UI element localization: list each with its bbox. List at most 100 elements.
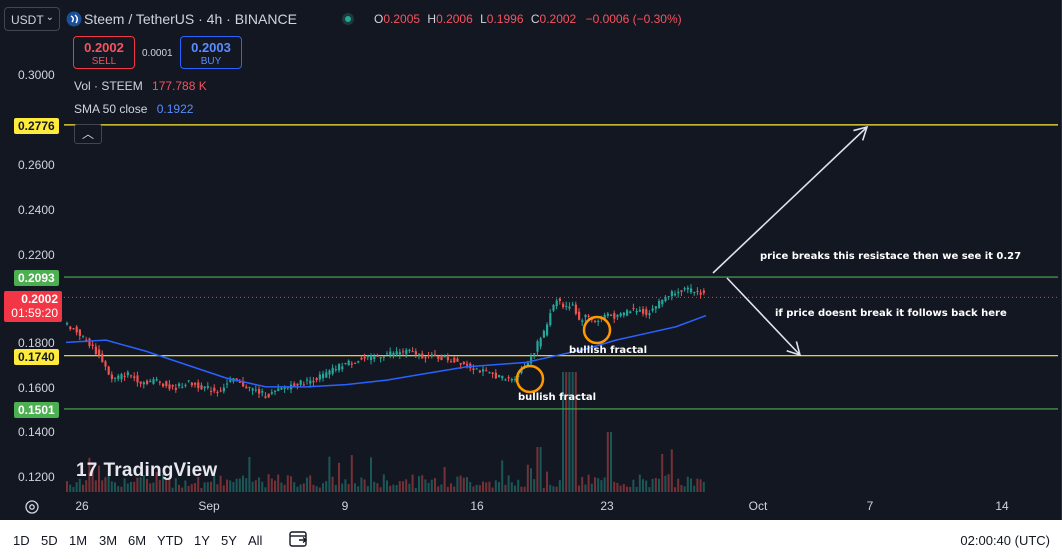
current-price-value: 0.2002 bbox=[21, 292, 58, 306]
symbol-title[interactable]: Steem / TetherUS · 4h · BINANCE bbox=[84, 11, 297, 27]
candle-body bbox=[357, 361, 360, 363]
volume-bar bbox=[251, 481, 254, 492]
high-label: H bbox=[427, 12, 437, 26]
price-tick: 0.1400 bbox=[18, 425, 55, 439]
volume-bar bbox=[571, 372, 574, 492]
sell-button[interactable]: 0.2002 SELL bbox=[73, 36, 135, 69]
candle-body bbox=[402, 351, 405, 353]
volume-legend[interactable]: Vol · STEEM 177.788 K bbox=[74, 79, 207, 93]
volume-bar bbox=[677, 478, 680, 492]
range-button-3m[interactable]: 3M bbox=[99, 533, 118, 548]
resistance-tag[interactable]: 0.2093 bbox=[14, 270, 59, 286]
candle-body bbox=[702, 290, 705, 293]
low-value: 0.1996 bbox=[486, 12, 524, 26]
volume-bar bbox=[446, 486, 449, 492]
fractal-annotation-1[interactable]: bullish fractal bbox=[518, 392, 597, 403]
candle-body bbox=[440, 355, 443, 361]
candle-body bbox=[622, 312, 625, 316]
volume-bar bbox=[203, 482, 206, 492]
candle-body bbox=[261, 391, 264, 393]
candle-body bbox=[168, 384, 171, 389]
candle-body bbox=[571, 304, 574, 306]
range-button-1y[interactable]: 1Y bbox=[194, 533, 210, 548]
close-value: 0.2002 bbox=[539, 12, 577, 26]
candle-body bbox=[418, 353, 421, 356]
calendar-range-icon[interactable] bbox=[289, 530, 309, 548]
candle-body bbox=[379, 357, 382, 359]
range-button-5d[interactable]: 5D bbox=[41, 533, 58, 548]
volume-bar bbox=[702, 481, 705, 492]
candle-body bbox=[462, 361, 465, 364]
chart-pane[interactable]: USDT ⌄ Steem / TetherUS · 4h · BINANCE O… bbox=[0, 0, 1062, 520]
volume-bar bbox=[270, 478, 273, 492]
volume-bar bbox=[363, 479, 366, 492]
candle-body bbox=[514, 379, 517, 381]
candle-body bbox=[120, 374, 123, 380]
volume-bar bbox=[136, 477, 139, 492]
volume-bar bbox=[184, 480, 187, 492]
quote-currency-select[interactable]: USDT ⌄ bbox=[4, 7, 60, 31]
candle-body bbox=[238, 381, 241, 383]
support-low-tag[interactable]: 0.1501 bbox=[14, 402, 59, 418]
volume-bar bbox=[88, 457, 91, 492]
volume-bar bbox=[149, 483, 152, 492]
resistance-annotation[interactable]: price breaks this resistace then we see … bbox=[760, 251, 1022, 262]
volume-bar bbox=[498, 481, 500, 492]
price-chart-canvas[interactable] bbox=[0, 0, 1062, 520]
range-button-5y[interactable]: 5Y bbox=[221, 533, 237, 548]
volume-bar bbox=[315, 486, 318, 492]
candle-body bbox=[123, 375, 126, 377]
volume-bar bbox=[360, 477, 363, 492]
support-high-tag[interactable]: 0.1740 bbox=[14, 349, 59, 365]
candle-body bbox=[69, 326, 72, 330]
sma-legend[interactable]: SMA 50 close 0.1922 bbox=[74, 102, 193, 116]
volume-bar bbox=[584, 484, 587, 492]
sma-value: 0.1922 bbox=[156, 102, 194, 116]
candle-body bbox=[334, 369, 337, 371]
volume-bar bbox=[632, 479, 635, 492]
fallback-annotation[interactable]: if price doesnt break it follows back he… bbox=[775, 308, 1007, 319]
candle-body bbox=[603, 314, 606, 320]
volume-bar bbox=[354, 483, 356, 492]
volume-bar bbox=[344, 479, 347, 492]
volume-bar bbox=[638, 474, 641, 492]
collapse-legend-button[interactable]: ︿ bbox=[74, 124, 102, 144]
volume-bar bbox=[530, 468, 532, 492]
volume-bar bbox=[459, 475, 462, 492]
open-value: 0.2005 bbox=[383, 12, 421, 26]
candle-body bbox=[648, 313, 651, 316]
candle-body bbox=[274, 390, 277, 392]
volume-bar bbox=[158, 479, 161, 492]
volume-bar bbox=[504, 484, 507, 492]
buy-button[interactable]: 0.2003 BUY bbox=[180, 36, 242, 69]
volume-bar bbox=[434, 478, 436, 492]
candle-body bbox=[165, 381, 168, 386]
volume-bar bbox=[216, 484, 219, 492]
range-button-ytd[interactable]: YTD bbox=[157, 533, 183, 548]
volume-bar bbox=[494, 480, 497, 492]
candle-body bbox=[229, 379, 232, 382]
volume-bar bbox=[82, 484, 84, 492]
range-button-1d[interactable]: 1D bbox=[13, 533, 30, 548]
time-tick: 26 bbox=[75, 499, 89, 513]
candle-body bbox=[190, 382, 193, 386]
candle-body bbox=[382, 356, 385, 358]
volume-bar bbox=[616, 482, 619, 492]
resistance-high-tag[interactable]: 0.2776 bbox=[14, 118, 59, 134]
candle-body bbox=[536, 341, 539, 352]
range-button-6m[interactable]: 6M bbox=[128, 533, 147, 548]
settings-icon[interactable] bbox=[24, 499, 40, 515]
candle-body bbox=[699, 292, 702, 295]
range-button-1m[interactable]: 1M bbox=[69, 533, 88, 548]
volume-bar bbox=[651, 478, 654, 492]
candle-body bbox=[328, 370, 331, 375]
candle-body bbox=[395, 351, 398, 355]
fractal-annotation-2[interactable]: bullish fractal bbox=[569, 345, 648, 356]
candle-body bbox=[85, 339, 88, 341]
utc-clock[interactable]: 02:00:40 (UTC) bbox=[960, 533, 1050, 548]
candle-body bbox=[584, 314, 587, 318]
candle-body bbox=[315, 378, 318, 381]
candle-body bbox=[542, 330, 545, 338]
range-button-all[interactable]: All bbox=[248, 533, 263, 548]
candle-body bbox=[562, 303, 565, 307]
